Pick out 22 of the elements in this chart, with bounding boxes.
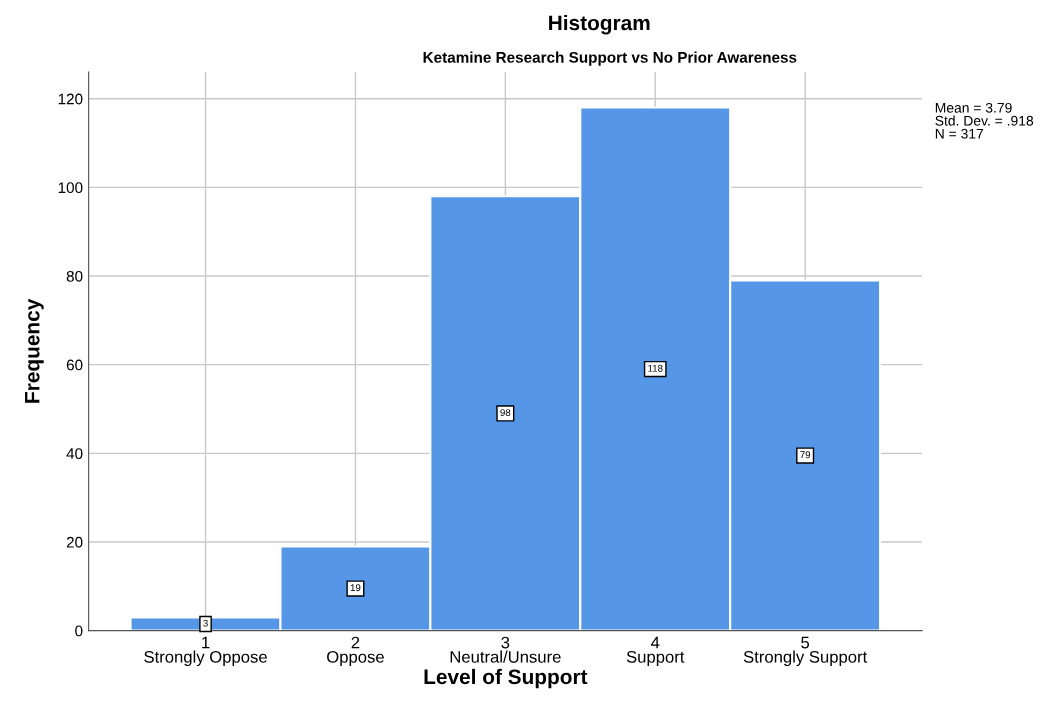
y-tick-label: 20 — [66, 536, 83, 548]
y-tick-label: 80 — [66, 270, 83, 282]
y-tick-label: 60 — [66, 359, 83, 371]
x-tick-label: 3 Neutral/Unsure — [450, 636, 561, 663]
data-label: 98 — [500, 409, 511, 417]
y-tick-label: 100 — [58, 182, 83, 194]
data-label: 118 — [648, 364, 663, 372]
data-label: 3 — [203, 619, 208, 627]
data-label: 19 — [350, 584, 361, 592]
y-tick-label: 120 — [58, 93, 83, 105]
x-axis-title: Level of Support — [424, 668, 588, 689]
y-axis-title: Frequency — [25, 298, 44, 403]
y-tick-label: 0 — [75, 625, 83, 637]
x-tick-label: 4 Support — [626, 636, 685, 667]
text: Mean = 3.79 Std. Dev. = .918 N = 317 — [935, 102, 1034, 139]
chart-subtitle: Ketamine Research Support vs No Prior Awareness — [423, 51, 797, 66]
data-label: 79 — [800, 451, 811, 459]
x-tick-label: 1 Strongly Oppose — [144, 636, 267, 667]
chart-title: Histogram — [549, 14, 650, 35]
x-tick-label: 5 Strongly Support — [743, 636, 868, 667]
x-tick-label: 2 Oppose — [327, 636, 384, 667]
y-tick-label: 40 — [66, 448, 83, 460]
